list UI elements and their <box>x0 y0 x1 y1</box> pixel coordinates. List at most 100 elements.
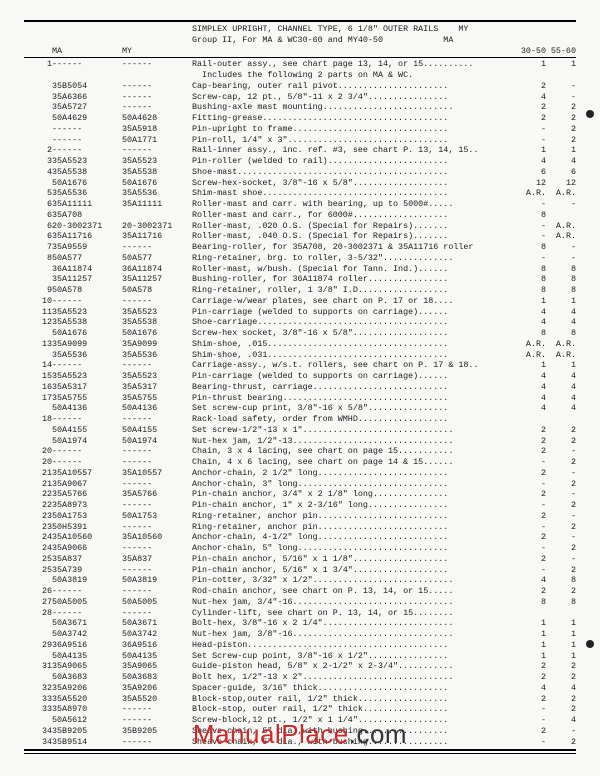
cell-qty1: - <box>516 565 546 576</box>
cell-qty2: 12 <box>546 178 576 189</box>
cell-my: 35A9099 <box>122 339 192 350</box>
cell-qty2: 4 <box>546 156 576 167</box>
cell-ref: 8 <box>24 253 52 264</box>
cell-ma: 35A6366 <box>52 92 122 103</box>
cell-my: ------ <box>122 479 192 490</box>
cell-ma: 50A3819 <box>52 575 122 586</box>
cell-desc: Includes the following 2 parts on MA & W… <box>192 70 516 81</box>
cell-desc: Guide-piston head, 5/8" x 2-1/2" x 2-3/4… <box>192 661 516 672</box>
cell-desc: Shim-shoe, .031.........................… <box>192 350 516 361</box>
table-row: 50A367150A3671Bolt-hex, 3/8"-16 x 2 1/4"… <box>24 618 576 629</box>
cell-ma: 50H5391 <box>52 522 122 533</box>
cell-qty2: 4 <box>546 683 576 694</box>
cell-my: 35A837 <box>122 554 192 565</box>
cell-ma: ------ <box>52 608 122 619</box>
cell-ref: 9 <box>24 285 52 296</box>
cell-ref: 33 <box>24 694 52 705</box>
cell-qty1: 1 <box>516 651 546 662</box>
table-row: 50A413650A4136Set screw-cup print, 3/8"-… <box>24 403 576 414</box>
cell-my: 50A5005 <box>122 597 192 608</box>
cell-ma: 50A1676 <box>52 328 122 339</box>
cell-qty1: 2 <box>516 694 546 705</box>
cell-qty1: 1 <box>516 296 546 307</box>
table-row: 2135A1055735A10557Anchor-chain, 2 1/2" l… <box>24 468 576 479</box>
cell-qty1: 1 <box>516 640 546 651</box>
header-rule <box>24 57 576 58</box>
cell-desc: Ring-retainer, brg. to roller, 3-5/32"..… <box>192 253 516 264</box>
cell-qty2: 8 <box>546 575 576 586</box>
cell-ref: 25 <box>24 565 52 576</box>
col-head-my: MY <box>122 46 192 57</box>
cell-ref <box>24 124 52 135</box>
table-row: 35A553635A5536Shim-shoe, .031...........… <box>24 350 576 361</box>
cell-qty1: 2 <box>516 468 546 479</box>
cell-qty1: 2 <box>516 436 546 447</box>
cell-ref: 4 <box>24 167 52 178</box>
cell-my: 36A9516 <box>122 640 192 651</box>
cell-desc: Anchor-chain, 3" long...................… <box>192 479 516 490</box>
cell-qty1: 2 <box>516 425 546 436</box>
cell-qty1 <box>516 414 546 425</box>
cell-desc: Pin-upright to frame....................… <box>192 124 516 135</box>
cell-desc: Head-piston.............................… <box>192 640 516 651</box>
cell-ref <box>24 350 52 361</box>
cell-ref: 6 <box>24 221 52 232</box>
cell-my: 35A5520 <box>122 694 192 705</box>
cell-ma: 35A8973 <box>52 500 122 511</box>
cell-ma: 35A5538 <box>52 317 122 328</box>
cell-my: 35A10560 <box>122 532 192 543</box>
cell-desc: Screw-hex-socket, 3/8"-16 x 5/8"........… <box>192 178 516 189</box>
cell-ref: 31 <box>24 661 52 672</box>
cell-ma: 35A9559 <box>52 242 122 253</box>
cell-qty1: 2 <box>516 554 546 565</box>
cell-desc: Set Screw-cup point, 3/8"-16 x 1/2".....… <box>192 651 516 662</box>
cell-qty1: 1 <box>516 618 546 629</box>
cell-qty1: 2 <box>516 672 546 683</box>
table-row: 2936A951636A9516Head-piston.............… <box>24 640 576 651</box>
cell-qty2: - <box>546 532 576 543</box>
cell-my: ------ <box>122 92 192 103</box>
cell-ma: 35A9099 <box>52 339 122 350</box>
cell-ref: 21 <box>24 468 52 479</box>
cell-qty2: 1 <box>546 360 576 371</box>
cell-my: 35A11257 <box>122 274 192 285</box>
cell-ref <box>24 328 52 339</box>
cell-desc: Bearing-roller, for 35A708, 20-3002371 &… <box>192 242 516 253</box>
cell-qty1: - <box>516 457 546 468</box>
table-row: 50A368350A3683Bolt hex, 1/2"-13 x 2"....… <box>24 672 576 683</box>
cell-qty2 <box>546 210 576 221</box>
table-row: 3135A906535A9065Guide-piston head, 5/8" … <box>24 661 576 672</box>
cell-my: 35A5538 <box>122 167 192 178</box>
title-line-1: SIMPLEX UPRIGHT, CHANNEL TYPE, 6 1/8" OU… <box>192 24 576 35</box>
cell-desc: Pin-carriage (welded to supports on carr… <box>192 371 516 382</box>
cell-qty2: 6 <box>546 167 576 178</box>
cell-qty1: 4 <box>516 307 546 318</box>
cell-desc: Carriage-assy., w/s.t. rollers, see char… <box>192 360 516 371</box>
cell-desc: Pin-roller (welded to rail).............… <box>192 156 516 167</box>
cell-ref: 14 <box>24 360 52 371</box>
cell-qty1: 8 <box>516 264 546 275</box>
cell-my: 50A1676 <box>122 328 192 339</box>
cell-my: 35A11716 <box>122 231 192 242</box>
cell-qty1: 4 <box>516 403 546 414</box>
cell-ma: 50A3683 <box>52 672 122 683</box>
cell-my: 50A1771 <box>122 135 192 146</box>
table-row: 535A553635A5536Shim-mast shoe...........… <box>24 188 576 199</box>
cell-my: 35A5536 <box>122 350 192 361</box>
cell-my: ------ <box>122 145 192 156</box>
cell-ref: 2 <box>24 145 52 156</box>
cell-ref: 22 <box>24 500 52 511</box>
cell-ma: 35A5523 <box>52 371 122 382</box>
cell-ref: 12 <box>24 317 52 328</box>
cell-qty2: 2 <box>546 457 576 468</box>
cell-qty1: 8 <box>516 242 546 253</box>
cell-qty2: 4 <box>546 403 576 414</box>
cell-qty1: 2 <box>516 661 546 672</box>
table-row: 850A57750A577Ring-retainer, brg. to roll… <box>24 253 576 264</box>
cell-my: 35A5523 <box>122 156 192 167</box>
table-row: 36A1187436A11874Roller-mast, w/bush. (Sp… <box>24 264 576 275</box>
cell-ref: 29 <box>24 640 52 651</box>
cell-qty1: 2 <box>516 446 546 457</box>
cell-ref: 18 <box>24 414 52 425</box>
table-row: 14------------Carriage-assy., w/s.t. rol… <box>24 360 576 371</box>
